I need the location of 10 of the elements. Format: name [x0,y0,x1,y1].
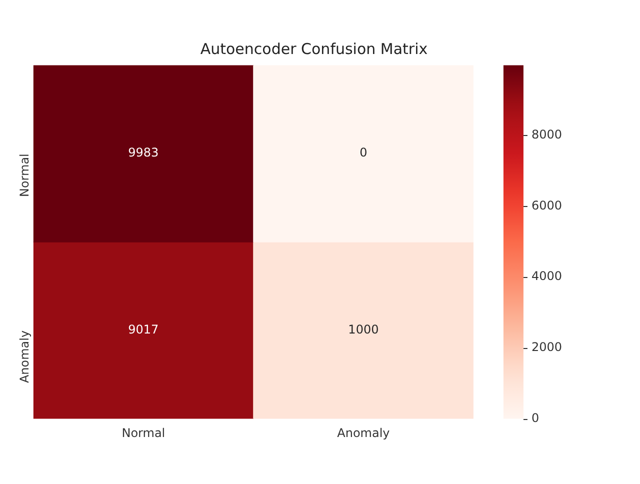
data-label: 9017 [128,322,159,337]
color-bar-label: 0 [531,410,540,425]
chart-title: Autoencoder Confusion Matrix [200,40,428,58]
data-label: 1000 [348,322,379,337]
data-label: 9983 [128,146,159,160]
color-bar-label: 2000 [531,340,562,354]
data-label: 0 [360,146,368,160]
color-bar-label: 6000 [531,198,562,212]
color-bar-label: 8000 [531,128,562,142]
color-bar-label: 4000 [531,269,562,284]
